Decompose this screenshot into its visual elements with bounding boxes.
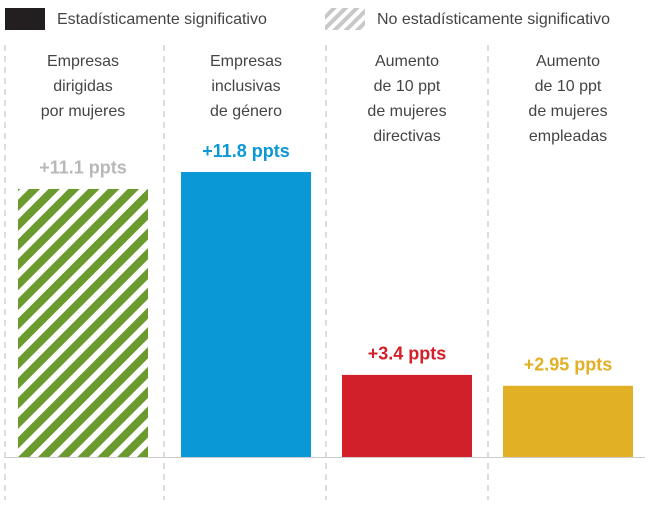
value-label: +2.95 ppts [524,355,613,375]
bar [18,188,148,457]
value-label: +11.8 ppts [202,141,290,161]
category-label: directivas [373,128,441,145]
legend-swatch [325,8,365,30]
legend-label: Estadísticamente significativo [57,11,267,28]
value-label: +3.4 ppts [368,344,447,364]
category-label: de mujeres [367,103,446,120]
category-label: dirigidas [53,78,113,95]
legend-label: No estadísticamente significativo [377,11,610,28]
category-label: Empresas [47,53,119,70]
category-label: de 10 ppt [374,78,441,95]
legend-swatch [5,8,45,30]
bar [342,374,472,457]
category-label: Empresas [210,53,282,70]
category-label: por mujeres [41,103,125,120]
category-label: Aumento [375,53,439,70]
separators [4,45,489,500]
bar [181,172,311,457]
bar [503,385,633,457]
category-label: inclusivas [211,78,280,95]
category-label: Aumento [536,53,600,70]
category-label: de mujeres [528,103,607,120]
category-label: empleadas [529,128,607,145]
category-label: de 10 ppt [535,78,602,95]
value-label: +11.1 ppts [39,158,127,178]
category-label: de género [210,103,282,120]
